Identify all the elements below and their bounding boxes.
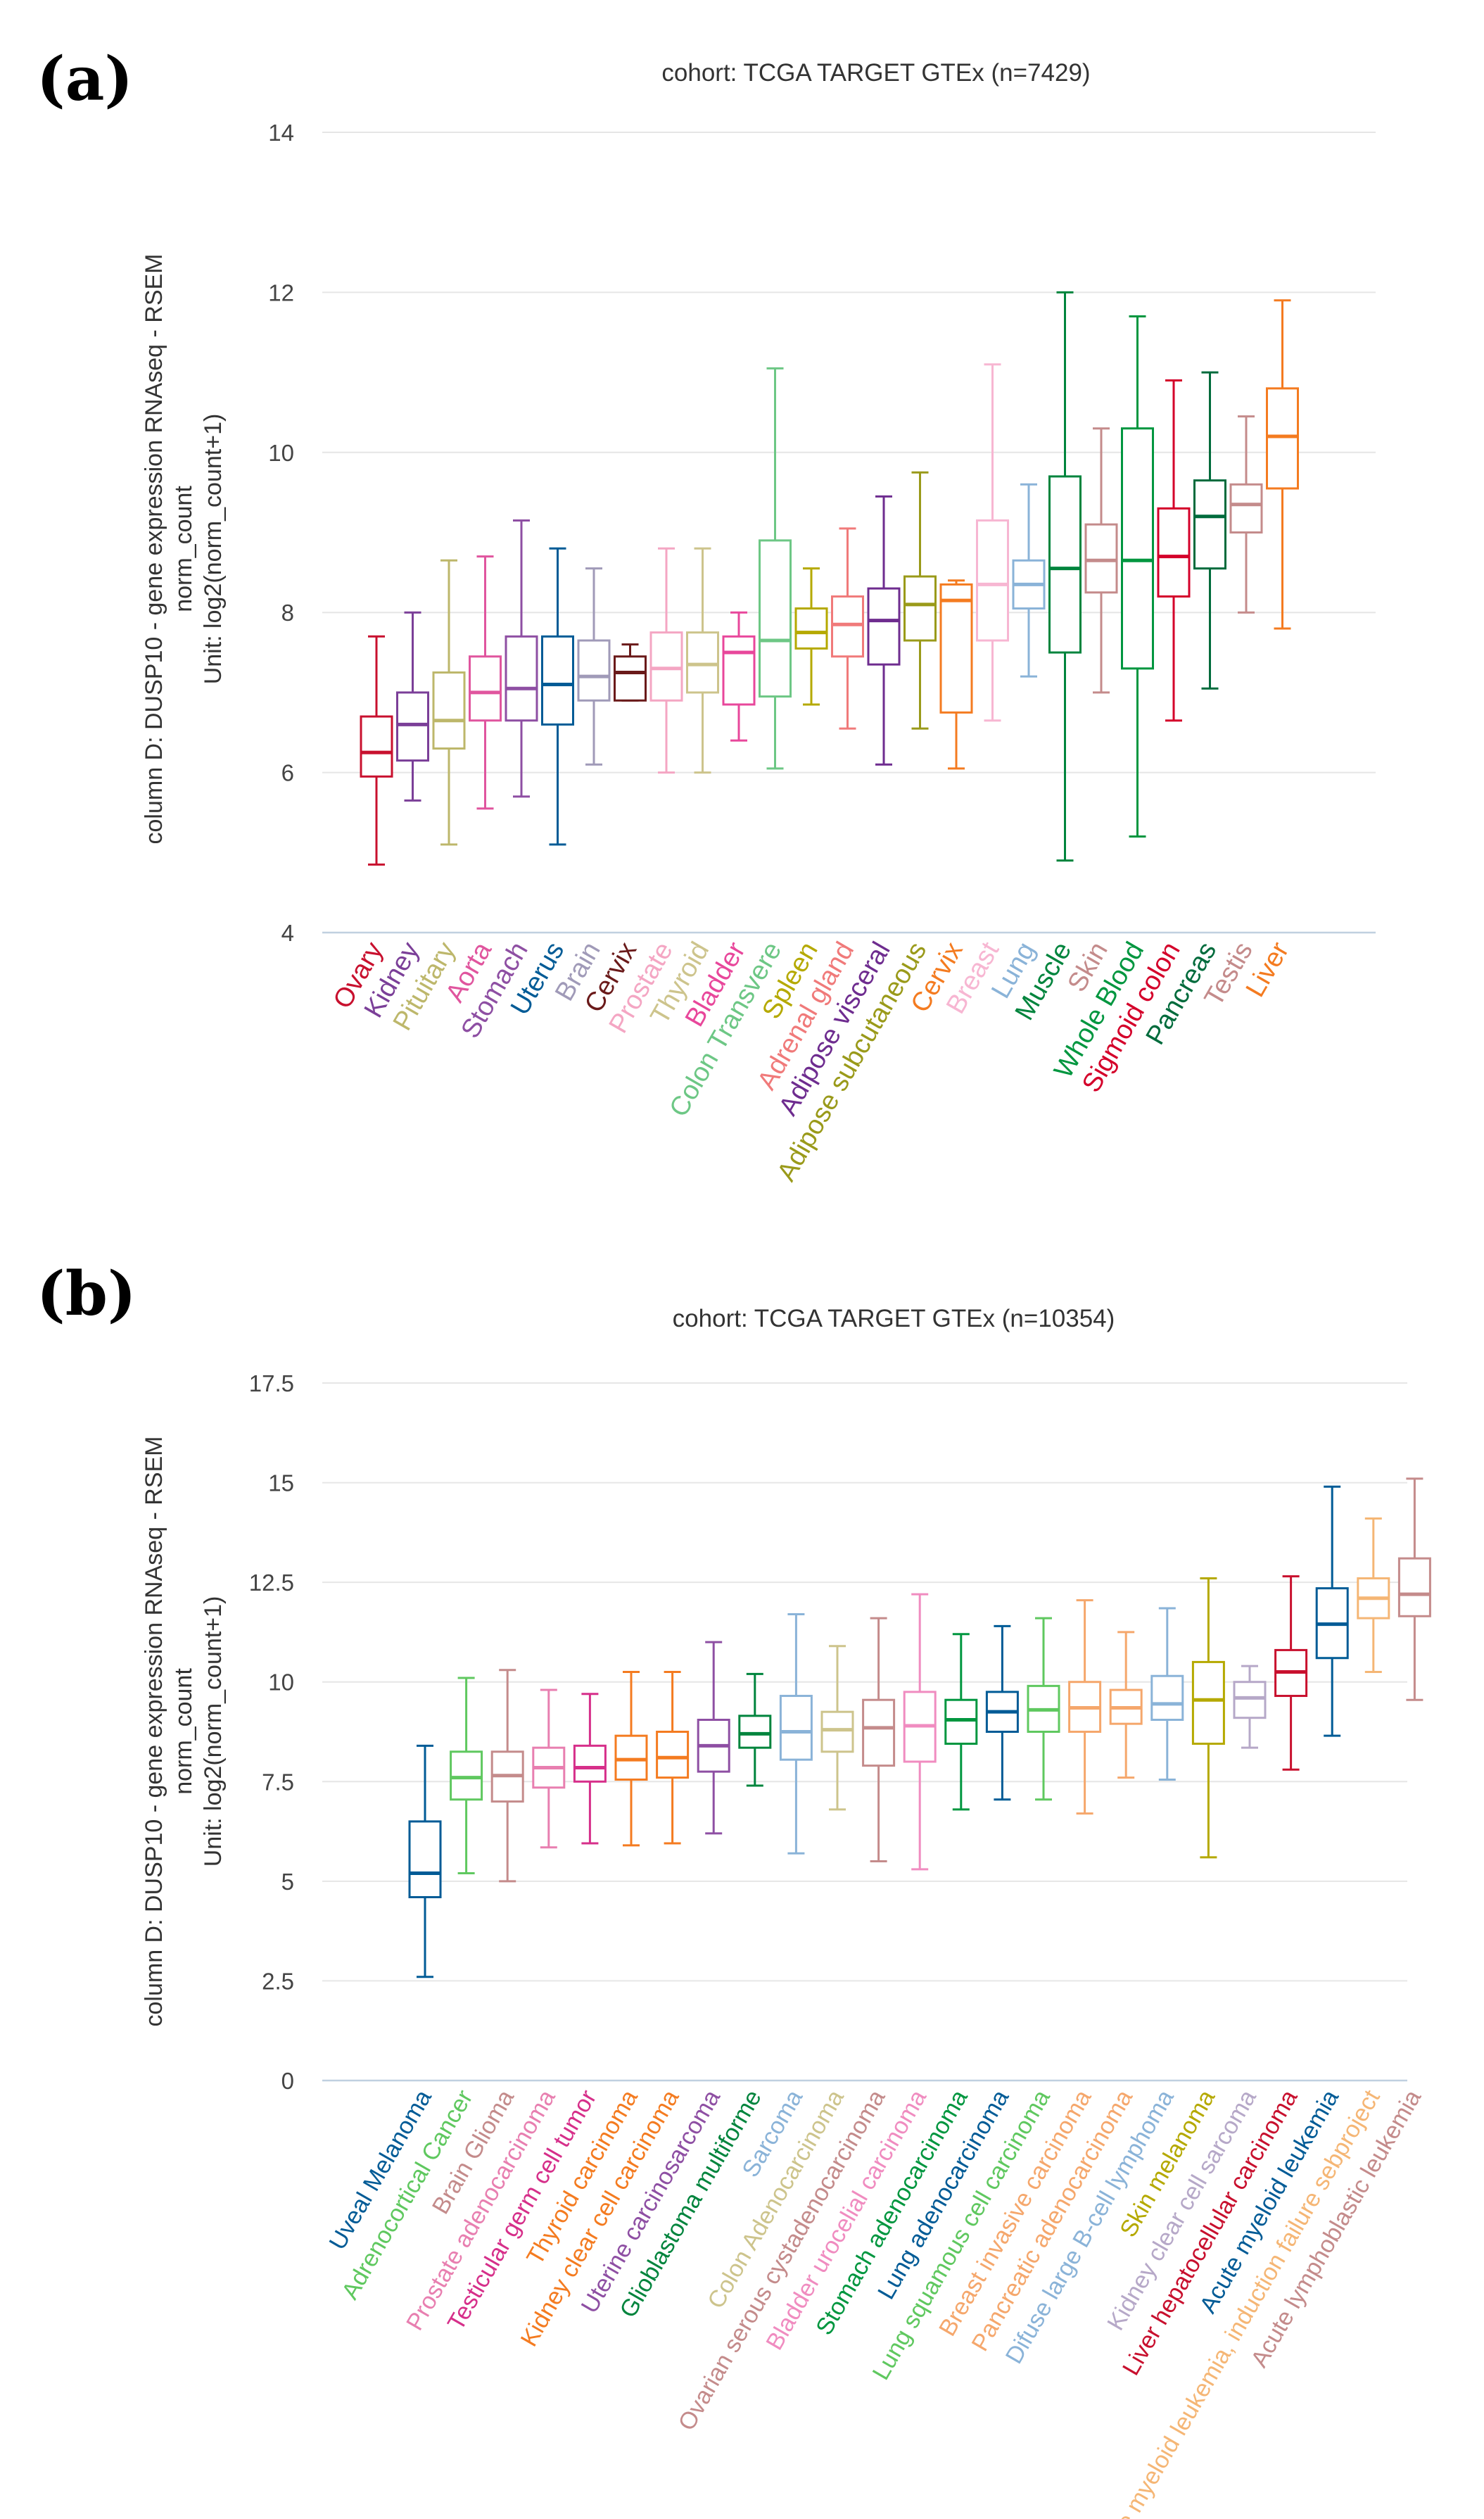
y-tick-label: 12 <box>268 279 294 305</box>
box[interactable] <box>867 587 901 666</box>
box[interactable] <box>944 1698 978 1745</box>
y-tick-label: 12.5 <box>249 1570 294 1596</box>
panel-a-ylabel: column D: DUSP10 - gene expression RNAse… <box>141 254 227 845</box>
box[interactable] <box>1397 1557 1431 1617</box>
y-tick-label: 10 <box>268 1669 294 1696</box>
box[interactable] <box>1048 475 1082 654</box>
box[interactable] <box>432 671 466 750</box>
y-tick-label: 8 <box>281 600 294 626</box>
box[interactable] <box>649 631 683 702</box>
y-tick-label: 6 <box>281 760 294 786</box>
y-tick-label: 5 <box>281 1869 294 1895</box>
panel-b-ylabel: column D: DUSP10 - gene expression RNAse… <box>141 1437 227 2027</box>
box[interactable] <box>1193 479 1226 570</box>
y-tick-label: 4 <box>281 920 294 946</box>
y-tick-label: 10 <box>268 440 294 466</box>
panel-b-ylabel-line3: Unit: log2(norm_count+1) <box>200 1596 227 1867</box>
box[interactable] <box>903 575 937 642</box>
box[interactable] <box>408 1820 442 1899</box>
box[interactable] <box>862 1698 896 1767</box>
panel-b-title: cohort: TCGA TARGET GTEx (n=10354) <box>673 1305 1115 1332</box>
box[interactable] <box>1233 1681 1267 1719</box>
box[interactable] <box>1150 1674 1184 1722</box>
box[interactable] <box>450 1750 483 1801</box>
box[interactable] <box>1229 483 1263 534</box>
panel-a-label: (a) <box>37 44 133 115</box>
box[interactable] <box>1121 427 1154 670</box>
box[interactable] <box>656 1731 690 1779</box>
box[interactable] <box>738 1715 772 1749</box>
panel-a-ylabel-line1: column D: DUSP10 - gene expression RNAse… <box>141 254 167 845</box>
box[interactable] <box>541 635 574 726</box>
box[interactable] <box>831 595 864 658</box>
panel-a-ylabel-line3: Unit: log2(norm_count+1) <box>200 414 227 685</box>
y-tick-label: 17.5 <box>249 1370 294 1396</box>
box[interactable] <box>396 691 429 762</box>
box[interactable] <box>976 519 1009 642</box>
panel-a-title: cohort: TCGA TARGET GTEx (n=7429) <box>661 59 1090 87</box>
panel-a-plot: 468101214OvaryKidneyPituitaryAortaStomac… <box>268 120 1376 1187</box>
panel-b-ylabel-line1: column D: DUSP10 - gene expression RNAse… <box>141 1437 167 2027</box>
y-tick-label: 0 <box>281 2068 294 2094</box>
box[interactable] <box>1157 507 1191 598</box>
box[interactable] <box>759 539 792 698</box>
panel-b-ylabel-line2: norm_count <box>170 1668 197 1795</box>
box[interactable] <box>614 1734 648 1781</box>
box[interactable] <box>779 1695 813 1761</box>
y-tick-label: 14 <box>268 120 294 146</box>
box[interactable] <box>614 655 647 702</box>
box[interactable] <box>573 1744 607 1783</box>
panel-a-ylabel-line2: norm_count <box>170 486 197 612</box>
y-tick-label: 15 <box>268 1470 294 1496</box>
box[interactable] <box>686 631 719 694</box>
box[interactable] <box>794 607 828 650</box>
box[interactable] <box>820 1710 854 1753</box>
box[interactable] <box>1084 523 1118 594</box>
box[interactable] <box>722 635 756 706</box>
box[interactable] <box>1266 387 1299 490</box>
box[interactable] <box>360 715 393 778</box>
box[interactable] <box>469 655 502 722</box>
y-tick-label: 7.5 <box>262 1769 294 1795</box>
panel-b-label: (b) <box>37 1258 137 1330</box>
y-tick-label: 2.5 <box>262 1968 294 1994</box>
box[interactable] <box>505 635 538 722</box>
box[interactable] <box>577 639 611 702</box>
box[interactable] <box>1191 1660 1225 1745</box>
box[interactable] <box>939 583 973 714</box>
